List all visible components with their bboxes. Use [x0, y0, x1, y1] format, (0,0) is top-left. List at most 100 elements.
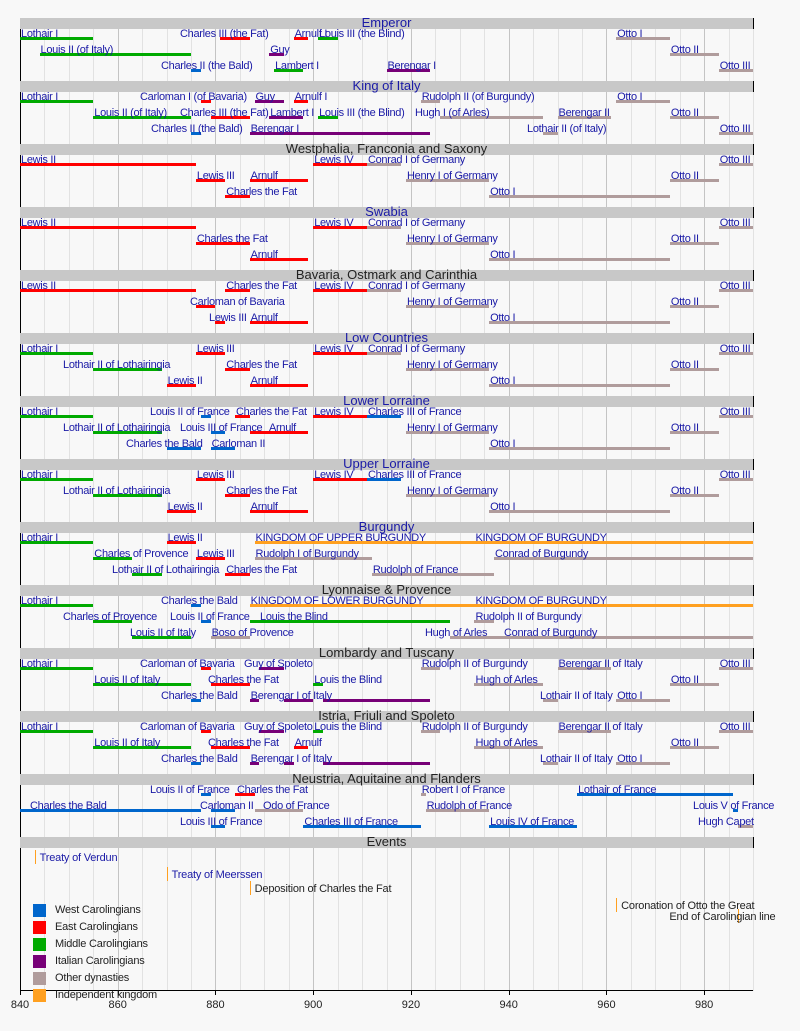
ruler-label-lewis-iv[interactable]: Lewis IV: [314, 406, 354, 418]
ruler-label-charles-the-fat[interactable]: Charles the Fat: [208, 674, 279, 686]
ruler-label-lewis-iv[interactable]: Lewis IV: [314, 217, 354, 229]
ruler-label-lothair-ii-of-lothairingia[interactable]: Lothair II of Lothairingia: [112, 564, 220, 576]
ruler-label-lothair-i[interactable]: Lothair I: [21, 406, 59, 418]
ruler-label-charles-the-fat[interactable]: Charles the Fat: [226, 485, 297, 497]
ruler-label-otto-ii[interactable]: Otto II: [670, 296, 699, 308]
ruler-label-charles-the-fat[interactable]: Charles the Fat: [226, 359, 297, 371]
ruler-label-charles-the-bald[interactable]: Charles the Bald: [161, 753, 238, 765]
ruler-label-otto-ii[interactable]: Otto II: [670, 737, 699, 749]
ruler-label-berengar-ii[interactable]: Berengar II: [558, 107, 610, 119]
ruler-label-henry-i-of-germany[interactable]: Henry I of Germany: [407, 170, 498, 182]
ruler-label-otto-i[interactable]: Otto I: [490, 249, 516, 261]
section-title-emperor[interactable]: Emperor: [361, 15, 412, 30]
ruler-label-guy-of-spoleto[interactable]: Guy of Spoleto: [244, 658, 313, 670]
ruler-label-carloman-ii[interactable]: Carloman II: [200, 800, 254, 812]
ruler-label-kingdom-of-lower-burgundy[interactable]: KINGDOM OF LOWER BURGUNDY: [250, 595, 424, 607]
ruler-label-otto-ii[interactable]: Otto II: [670, 233, 699, 245]
ruler-label-louis-the-blind[interactable]: Louis the Blind: [314, 721, 382, 733]
ruler-label-arnulf[interactable]: Arnulf: [250, 249, 278, 261]
ruler-label-lewis-iii[interactable]: Lewis III: [209, 312, 247, 324]
ruler-label-lothair-of-france[interactable]: Lothair of France: [578, 784, 657, 796]
ruler-label-conrad-of-burgundy[interactable]: Conrad of Burgundy: [495, 548, 589, 560]
ruler-label-charles-the-fat[interactable]: Charles the Fat: [196, 233, 268, 245]
section-title-swabia[interactable]: Swabia: [365, 204, 408, 219]
ruler-label-charles-the-bald[interactable]: Charles the Bald: [126, 438, 203, 450]
ruler-label-lothair-i[interactable]: Lothair I: [21, 343, 59, 355]
ruler-label-lothair-i[interactable]: Lothair I: [21, 595, 59, 607]
ruler-label-rudolph-ii-of-burgundy[interactable]: Rudolph II of Burgundy: [421, 721, 528, 733]
section-title-king-of-italy[interactable]: King of Italy: [352, 78, 421, 93]
ruler-label-lambert-i[interactable]: Lambert I: [275, 60, 319, 72]
ruler-label-lothair-ii-of-italy[interactable]: Lothair II (of Italy): [527, 123, 607, 135]
ruler-label-charles-the-bald[interactable]: Charles the Bald: [161, 690, 238, 702]
section-title-lower-lorraine[interactable]: Lower Lorraine: [343, 393, 430, 408]
ruler-label-otto-i[interactable]: Otto I: [490, 438, 516, 450]
ruler-label-rudolph-ii-of-burgundy[interactable]: Rudolph II (of Burgundy): [421, 91, 535, 103]
ruler-label-lewis-iv[interactable]: Lewis IV: [314, 343, 354, 355]
ruler-label-arnulf[interactable]: Arnulf: [250, 312, 278, 324]
ruler-label-otto-i[interactable]: Otto I: [617, 753, 643, 765]
ruler-label-louis-the-blind[interactable]: Louis the Blind: [260, 611, 328, 623]
ruler-label-otto-iii[interactable]: Otto III: [719, 343, 751, 355]
ruler-label-louis-v-of-france[interactable]: Louis V of France: [693, 800, 775, 812]
ruler-label-hugh-of-arles[interactable]: Hugh of Arles: [475, 737, 538, 749]
ruler-label-arnulf-i[interactable]: Arnulf I: [294, 91, 328, 103]
ruler-label-charles-of-provence[interactable]: Charles of Provence: [63, 611, 157, 623]
ruler-label-berengar-i[interactable]: Berengar I: [387, 60, 437, 72]
ruler-label-guy[interactable]: Guy: [270, 44, 290, 56]
ruler-label-otto-iii[interactable]: Otto III: [719, 406, 751, 418]
ruler-label-lambert-i[interactable]: Lambert I: [270, 107, 314, 119]
section-title-upper-lorraine[interactable]: Upper Lorraine: [343, 456, 430, 471]
ruler-label-charles-iii-the-fat[interactable]: Charles III (the Fat): [180, 28, 269, 40]
ruler-label-arnulf[interactable]: Arnulf: [250, 375, 278, 387]
ruler-label-carloman-of-bavaria[interactable]: Carloman of Bavaria: [190, 296, 285, 308]
ruler-label-charles-the-fat[interactable]: Charles the Fat: [208, 737, 279, 749]
ruler-label-louis-iii-the-blind[interactable]: Louis III (the Blind): [319, 107, 405, 119]
ruler-label-louis-iii-the-blind[interactable]: Louis III (the Blind): [319, 28, 405, 40]
ruler-label-arnulf[interactable]: Arnulf: [250, 501, 278, 513]
ruler-label-otto-ii[interactable]: Otto II: [670, 170, 699, 182]
ruler-label-lewis-iii[interactable]: Lewis III: [196, 170, 235, 182]
ruler-label-lewis-ii[interactable]: Lewis II: [167, 375, 203, 387]
ruler-label-louis-iii-of-france[interactable]: Louis III of France: [180, 422, 263, 434]
ruler-label-conrad-i-of-germany[interactable]: Conrad I of Germany: [367, 280, 465, 292]
ruler-label-arnulf[interactable]: Arnulf: [294, 737, 322, 749]
ruler-label-lewis-iv[interactable]: Lewis IV: [314, 154, 354, 166]
ruler-label-lewis-ii[interactable]: Lewis II: [167, 532, 203, 544]
ruler-label-lothair-i[interactable]: Lothair I: [21, 28, 59, 40]
ruler-label-lothair-ii-of-lothairingia[interactable]: Lothair II of Lothairingia: [63, 359, 171, 371]
ruler-label-kingdom-of-burgundy[interactable]: KINGDOM OF BURGUNDY: [475, 595, 607, 607]
ruler-label-berengar-i[interactable]: Berengar I: [250, 123, 300, 135]
ruler-label-hugh-i-of-arles[interactable]: Hugh I (of Arles): [415, 107, 490, 119]
ruler-label-otto-ii[interactable]: Otto II: [670, 359, 699, 371]
ruler-label-otto-i[interactable]: Otto I: [490, 375, 516, 387]
ruler-label-otto-iii[interactable]: Otto III: [719, 60, 751, 72]
ruler-label-lothair-ii-of-italy[interactable]: Lothair II of Italy: [540, 690, 613, 702]
ruler-label-otto-ii[interactable]: Otto II: [670, 44, 699, 56]
ruler-label-charles-iii-of-france[interactable]: Charles III of France: [367, 406, 462, 418]
ruler-label-otto-i[interactable]: Otto I: [617, 91, 643, 103]
ruler-label-otto-i[interactable]: Otto I: [617, 28, 643, 40]
ruler-label-louis-ii-of-italy[interactable]: Louis II (of Italy): [94, 107, 167, 119]
ruler-label-charles-the-fat[interactable]: Charles the Fat: [226, 280, 297, 292]
ruler-label-conrad-i-of-germany[interactable]: Conrad I of Germany: [367, 217, 465, 229]
ruler-label-otto-iii[interactable]: Otto III: [719, 123, 751, 135]
event-label-treaty-of-meerssen[interactable]: Treaty of Meerssen: [171, 869, 263, 881]
ruler-label-otto-ii[interactable]: Otto II: [670, 674, 699, 686]
ruler-label-otto-iii[interactable]: Otto III: [719, 469, 751, 481]
ruler-label-berengar-ii-of-italy[interactable]: Berengar II of Italy: [558, 721, 643, 733]
ruler-label-louis-iii-of-france[interactable]: Louis III of France: [180, 816, 263, 828]
ruler-label-louis-ii-of-italy[interactable]: Louis II of Italy: [94, 737, 161, 749]
ruler-label-otto-iii[interactable]: Otto III: [719, 721, 751, 733]
ruler-label-charles-ii-the-bald[interactable]: Charles II (the Bald): [151, 123, 243, 135]
ruler-label-conrad-i-of-germany[interactable]: Conrad I of Germany: [367, 343, 465, 355]
ruler-label-otto-ii[interactable]: Otto II: [670, 107, 699, 119]
ruler-label-otto-i[interactable]: Otto I: [617, 690, 643, 702]
ruler-label-charles-the-fat[interactable]: Charles the Fat: [236, 406, 307, 418]
ruler-label-lewis-iv[interactable]: Lewis IV: [314, 469, 354, 481]
ruler-label-otto-iii[interactable]: Otto III: [719, 217, 751, 229]
ruler-label-otto-iii[interactable]: Otto III: [719, 658, 751, 670]
ruler-label-charles-iii-of-france[interactable]: Charles III of France: [304, 816, 398, 828]
ruler-label-carloman-ii[interactable]: Carloman II: [211, 438, 266, 450]
ruler-label-louis-ii-of-italy[interactable]: Louis II (of Italy): [40, 44, 114, 56]
